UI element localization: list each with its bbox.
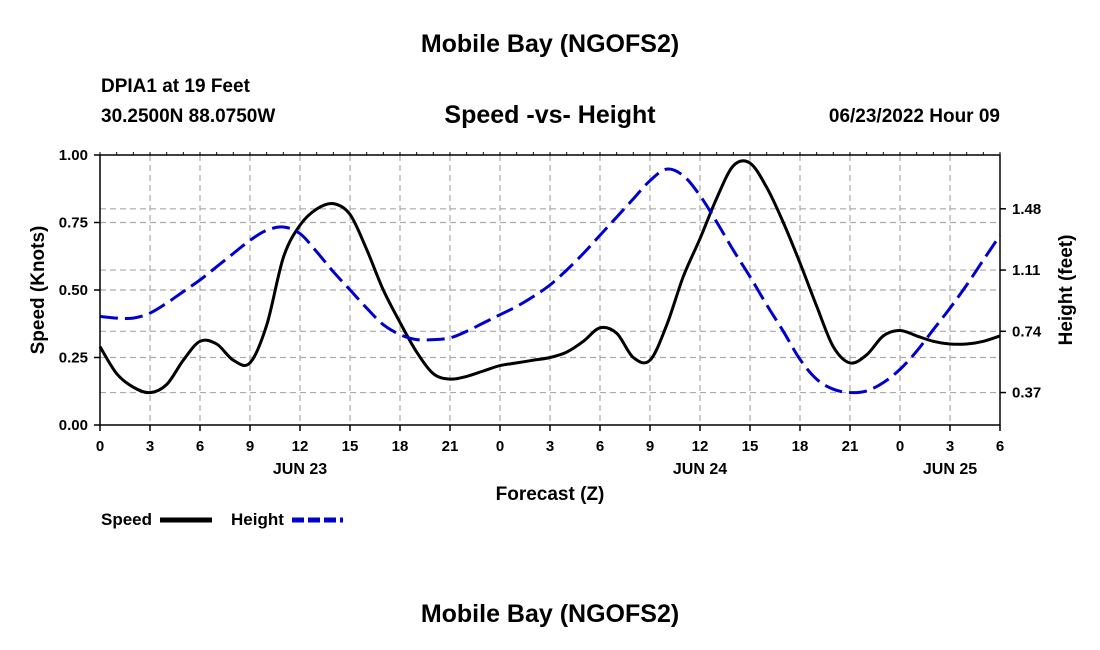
y-axis-label: Speed (Knots) xyxy=(28,226,49,355)
y2-axis-label: Height (feet) xyxy=(1056,235,1077,346)
y2-tick-label: 0.74 xyxy=(1012,323,1042,340)
y2-tick-label: 0.37 xyxy=(1012,385,1041,402)
x-tick-label: 6 xyxy=(196,438,204,455)
main-title: Mobile Bay (NGOFS2) xyxy=(420,30,680,58)
x-tick-label: 18 xyxy=(792,438,809,455)
x-tick-label: 3 xyxy=(146,438,154,455)
legend: Speed Height xyxy=(101,510,343,529)
x-tick-label: 6 xyxy=(996,438,1004,455)
y2-tick-label: 1.11 xyxy=(1012,262,1040,279)
x-tick-label: 3 xyxy=(546,438,554,455)
x-tick-label: 18 xyxy=(392,438,409,455)
x-tick-label: 15 xyxy=(342,438,359,455)
x-tick-label: 3 xyxy=(946,438,954,455)
x-date-label: JUN 24 xyxy=(673,461,727,478)
legend-speed-label: Speed xyxy=(101,510,152,529)
x-tick-label: 0 xyxy=(496,438,504,455)
x-tick-label: 12 xyxy=(692,438,709,455)
axes-layer: 0 3 6 9 12 15 18 21 0 3 6 9 12 15 18 21 0 3 6 JUN 23 JUN 24 J… xyxy=(59,147,1042,478)
x-tick-label: 21 xyxy=(442,438,459,455)
forecast-datetime: 06/23/2022 Hour 09 xyxy=(828,106,1000,127)
x-tick-label: 15 xyxy=(742,438,759,455)
speed-series-line xyxy=(98,159,1001,395)
speed-height-chart: 0 3 6 9 12 15 18 21 0 3 6 9 12 15 18 21 0 3 6 JUN 23 JUN 24 J… xyxy=(28,147,1077,529)
y-tick-label: 0.50 xyxy=(59,282,88,299)
y-tick-label: 1.00 xyxy=(59,147,88,164)
chart-title: Speed -vs- Height xyxy=(444,101,656,129)
x-tick-label: 21 xyxy=(842,438,859,455)
x-date-label: JUN 25 xyxy=(923,461,977,478)
footer-title: Mobile Bay (NGOFS2) xyxy=(420,600,680,628)
y-tick-label: 0.25 xyxy=(59,350,88,367)
x-tick-label: 12 xyxy=(292,438,309,455)
y-tick-label: 0.75 xyxy=(59,215,88,232)
x-axis-label: Forecast (Z) xyxy=(496,484,605,505)
x-tick-label: 9 xyxy=(646,438,654,455)
grid-lines xyxy=(100,155,1000,425)
y2-tick-label: 1.48 xyxy=(1012,201,1041,218)
height-series-line xyxy=(99,167,1002,395)
station-label: DPIA1 at 19 Feet xyxy=(101,76,250,97)
x-tick-label: 9 xyxy=(246,438,254,455)
x-tick-label: 6 xyxy=(596,438,604,455)
y-tick-label: 0.00 xyxy=(59,417,88,434)
station-coordinates: 30.2500N 88.0750W xyxy=(101,106,276,127)
x-date-label: JUN 23 xyxy=(273,461,327,478)
x-tick-label: 0 xyxy=(896,438,904,455)
series-layer xyxy=(98,159,1002,395)
x-tick-label: 0 xyxy=(96,438,104,455)
legend-height-label: Height xyxy=(231,510,284,529)
